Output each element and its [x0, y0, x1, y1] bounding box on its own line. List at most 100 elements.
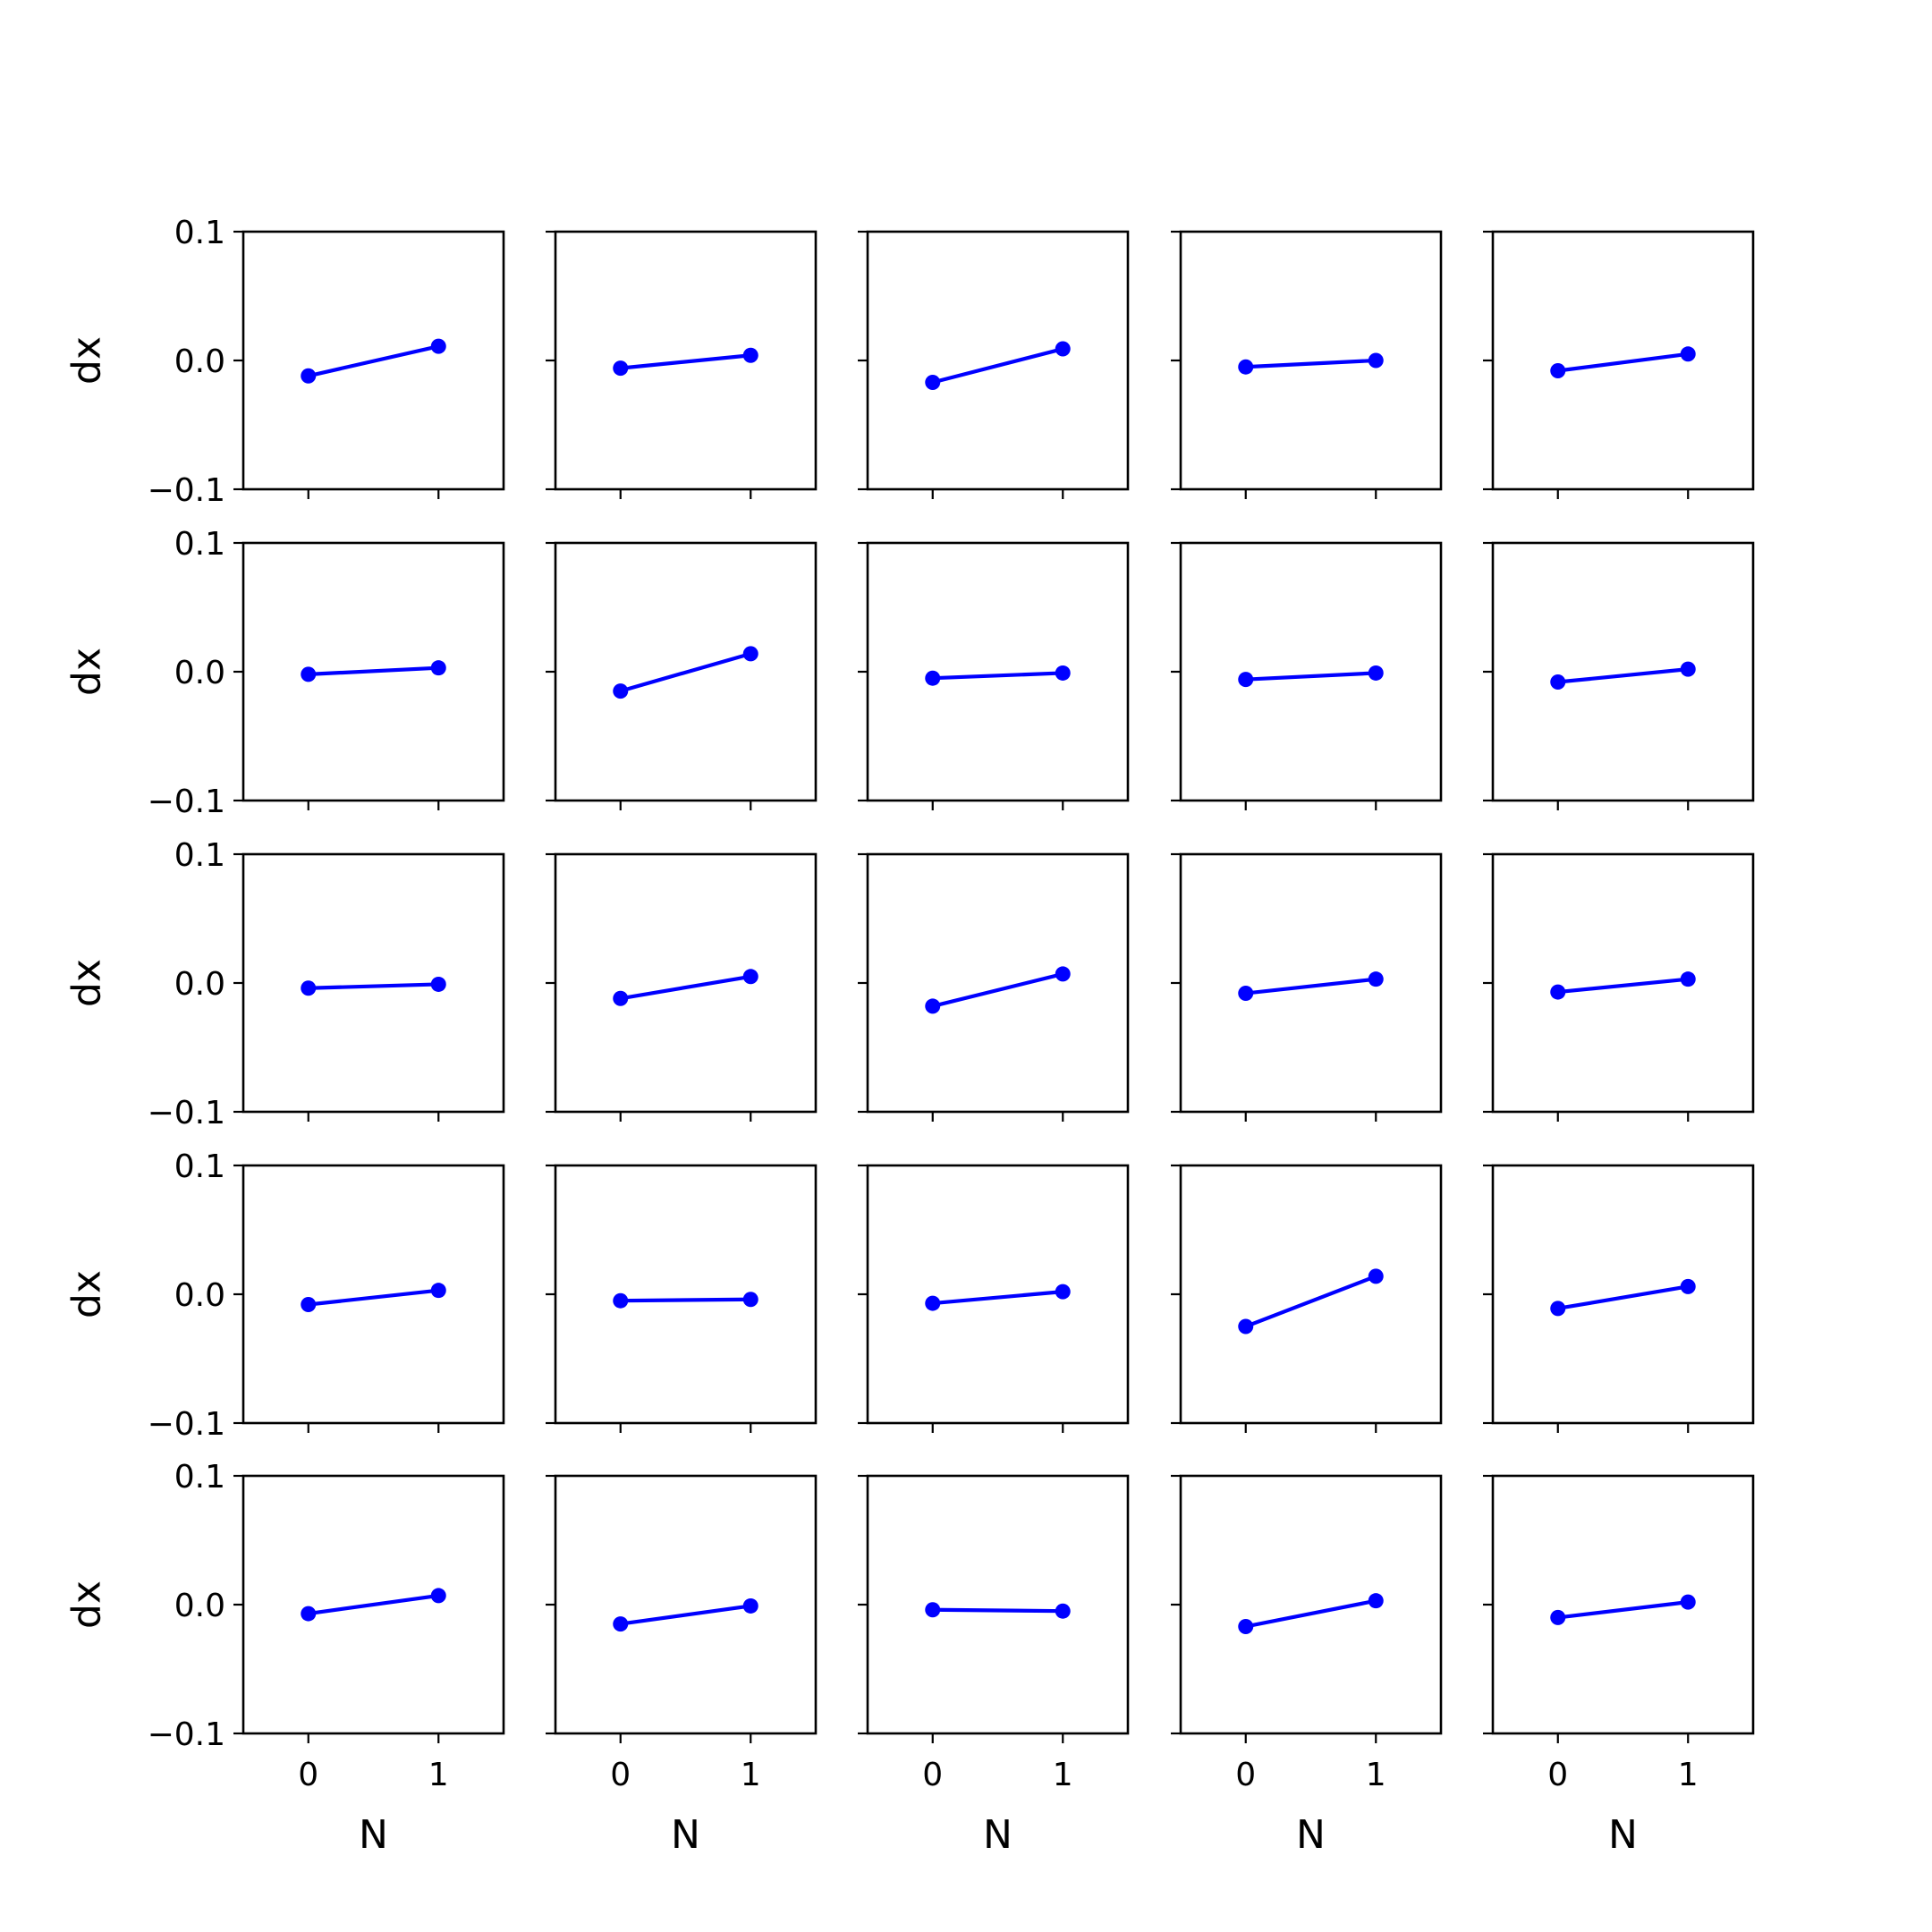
x-tick-label: 0: [1547, 1757, 1568, 1793]
panel-3-4: [1171, 852, 1443, 1122]
data-point: [430, 1283, 446, 1299]
y-tick-label: 0.1: [174, 215, 225, 251]
data-point: [1680, 346, 1696, 362]
data-point: [925, 1602, 941, 1618]
series-line: [932, 971, 1063, 1008]
data-point: [613, 1292, 629, 1309]
panel-3-2: [546, 852, 818, 1122]
x-axis-label: N: [359, 1812, 388, 1858]
data-point: [925, 374, 941, 390]
y-axis-label: dx: [64, 648, 109, 696]
series-line: [620, 651, 751, 693]
data-point: [1368, 1268, 1384, 1284]
series-line: [620, 1297, 751, 1303]
series-line: [620, 974, 751, 1001]
data-point: [1550, 674, 1566, 691]
data-point: [613, 990, 629, 1006]
y-tick-label: 0.0: [174, 1277, 225, 1314]
data-point: [613, 683, 629, 699]
x-tick-label: 1: [1366, 1757, 1386, 1793]
y-tick-label: −0.1: [148, 1716, 225, 1753]
panel-4-4: [1171, 1164, 1443, 1433]
series-line: [1244, 1274, 1377, 1328]
data-point: [301, 1606, 317, 1622]
data-point: [1238, 672, 1254, 688]
data-point: [1368, 665, 1384, 681]
data-point: [1238, 986, 1254, 1002]
data-point: [613, 1616, 629, 1632]
panel-5-1: −0.1 0.0 0.1 0 1 dx N: [64, 1459, 505, 1858]
series-line: [1245, 671, 1377, 682]
panel-1-2: [546, 230, 818, 499]
series-line: [308, 665, 439, 676]
panel-4-3: [858, 1164, 1130, 1433]
data-point: [925, 998, 941, 1014]
series-line: [1245, 977, 1377, 996]
panel-3-5: [1483, 852, 1755, 1122]
panel-1-4: [1171, 230, 1443, 499]
data-point: [430, 660, 446, 676]
data-point: [1238, 1318, 1254, 1335]
panel-2-1: −0.1 0.0 0.1 dx: [64, 526, 505, 820]
data-point: [430, 1588, 446, 1604]
panel-5-4: 0 1 N: [1171, 1474, 1443, 1858]
x-tick-label: 0: [298, 1757, 318, 1793]
data-point: [1368, 1593, 1384, 1609]
series-line: [1557, 977, 1689, 995]
y-axis-label: dx: [64, 336, 109, 385]
data-point: [430, 338, 446, 354]
data-point: [1680, 1278, 1696, 1294]
series-line: [308, 344, 439, 378]
series-line: [1557, 1600, 1689, 1620]
series-line: [308, 1288, 439, 1307]
y-tick-label: 0.1: [174, 1459, 225, 1496]
y-tick-label: −0.1: [148, 1095, 225, 1131]
data-point: [742, 1292, 758, 1308]
panel-5-2: 0 1 N: [546, 1474, 818, 1858]
x-tick-label: 1: [1678, 1757, 1699, 1793]
x-tick-label: 1: [741, 1757, 761, 1793]
data-point: [925, 1295, 941, 1311]
y-axis-label: dx: [64, 959, 109, 1007]
y-tick-label: 0.1: [174, 1148, 225, 1185]
series-line: [1557, 352, 1689, 373]
panel-1-3: [858, 230, 1130, 499]
data-point: [301, 368, 317, 384]
y-tick-label: −0.1: [148, 784, 225, 820]
x-tick-label: 0: [922, 1757, 943, 1793]
data-point: [1055, 966, 1071, 982]
panel-3-3: [858, 852, 1130, 1122]
x-axis-label: N: [983, 1812, 1013, 1858]
data-point: [301, 666, 317, 682]
x-axis-label: N: [671, 1812, 700, 1858]
panel-2-3: [858, 541, 1130, 810]
y-tick-label: −0.1: [148, 472, 225, 509]
data-point: [1238, 1618, 1254, 1634]
data-point: [613, 360, 629, 377]
series-line: [308, 1593, 439, 1616]
y-tick-label: 0.1: [174, 837, 225, 874]
x-tick-label: 1: [1053, 1757, 1073, 1793]
data-point: [1368, 971, 1384, 987]
series-line: [1245, 358, 1377, 369]
x-axis-label: N: [1608, 1812, 1638, 1858]
series-line: [1245, 1598, 1377, 1629]
data-point: [1550, 363, 1566, 379]
data-point: [742, 1597, 758, 1614]
y-tick-label: 0.0: [174, 655, 225, 691]
y-tick-label: 0.0: [174, 343, 225, 380]
x-tick-label: 1: [428, 1757, 449, 1793]
data-point: [1550, 1609, 1566, 1625]
y-axis-label: dx: [64, 1270, 109, 1318]
series-line: [1557, 1284, 1689, 1310]
data-point: [1368, 352, 1384, 369]
y-tick-label: 0.1: [174, 526, 225, 563]
y-tick-label: 0.0: [174, 966, 225, 1003]
data-point: [742, 646, 758, 662]
series-line: [1557, 667, 1689, 684]
series-line: [620, 1604, 751, 1626]
data-point: [430, 976, 446, 992]
series-line: [308, 982, 439, 990]
